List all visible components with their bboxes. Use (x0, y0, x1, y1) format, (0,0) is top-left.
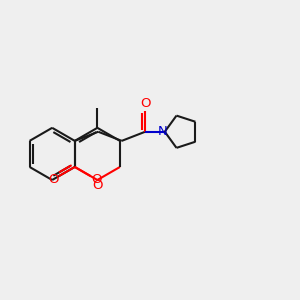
Text: N: N (157, 125, 167, 138)
Text: O: O (92, 179, 103, 192)
Text: O: O (140, 97, 151, 110)
Text: O: O (91, 173, 101, 186)
Text: O: O (48, 173, 58, 186)
